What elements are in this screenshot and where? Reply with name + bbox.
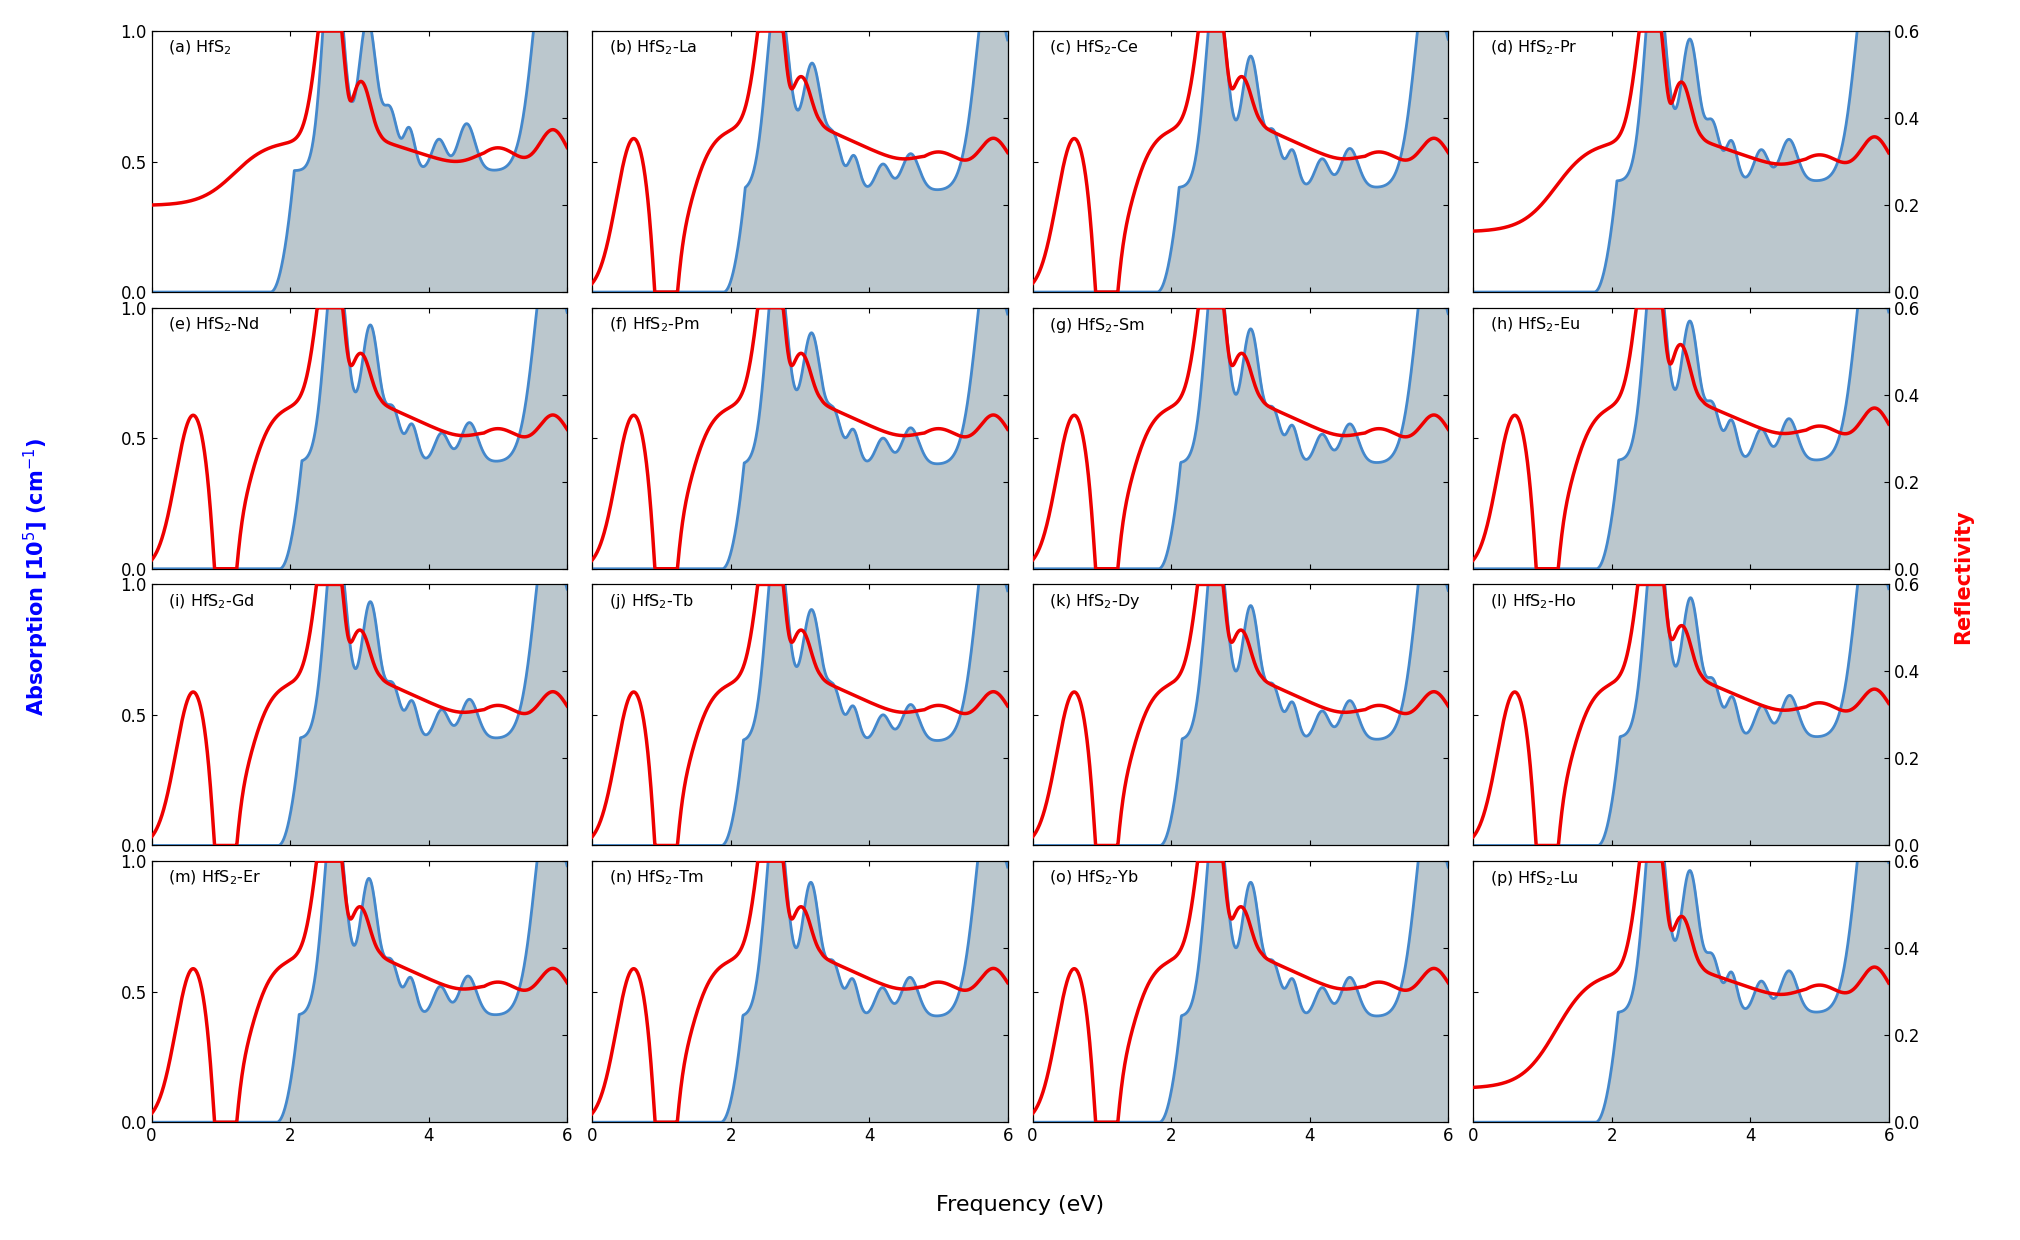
Text: (k) HfS$_2$-Dy: (k) HfS$_2$-Dy xyxy=(1048,593,1141,611)
Text: (m) HfS$_2$-Er: (m) HfS$_2$-Er xyxy=(168,869,261,888)
Text: (f) HfS$_2$-Pm: (f) HfS$_2$-Pm xyxy=(608,315,699,334)
Text: (d) HfS$_2$-Pr: (d) HfS$_2$-Pr xyxy=(1489,38,1578,57)
Text: (o) HfS$_2$-Yb: (o) HfS$_2$-Yb xyxy=(1048,869,1139,888)
Text: Absorption [10$^5$] (cm$^{-1}$): Absorption [10$^5$] (cm$^{-1}$) xyxy=(22,438,50,715)
Text: (i) HfS$_2$-Gd: (i) HfS$_2$-Gd xyxy=(168,593,255,610)
Text: Reflectivity: Reflectivity xyxy=(1953,510,1974,644)
Text: (e) HfS$_2$-Nd: (e) HfS$_2$-Nd xyxy=(168,315,261,334)
Text: (a) HfS$_2$: (a) HfS$_2$ xyxy=(168,38,232,57)
Text: (c) HfS$_2$-Ce: (c) HfS$_2$-Ce xyxy=(1048,38,1139,57)
Text: (g) HfS$_2$-Sm: (g) HfS$_2$-Sm xyxy=(1048,315,1145,335)
Text: (l) HfS$_2$-Ho: (l) HfS$_2$-Ho xyxy=(1489,593,1576,610)
Text: (j) HfS$_2$-Tb: (j) HfS$_2$-Tb xyxy=(608,593,693,611)
Text: (n) HfS$_2$-Tm: (n) HfS$_2$-Tm xyxy=(608,869,703,888)
Text: Frequency (eV): Frequency (eV) xyxy=(935,1195,1105,1215)
Text: (b) HfS$_2$-La: (b) HfS$_2$-La xyxy=(608,38,697,57)
Text: (h) HfS$_2$-Eu: (h) HfS$_2$-Eu xyxy=(1489,315,1580,334)
Text: (p) HfS$_2$-Lu: (p) HfS$_2$-Lu xyxy=(1489,869,1578,888)
